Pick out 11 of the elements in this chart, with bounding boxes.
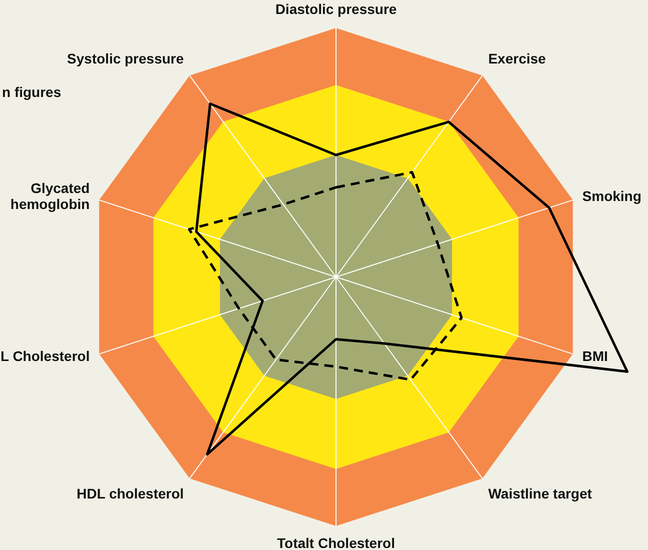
spoke-label: L Cholesterol	[0, 348, 90, 364]
spoke-label: Totalt Cholesterol	[277, 534, 395, 550]
spoke-label: Diastolic pressure	[275, 0, 397, 17]
spoke-label: Glycated hemoglobin	[10, 180, 90, 212]
spoke-label: Smoking	[582, 188, 642, 204]
spoke-label: BMI	[582, 348, 608, 364]
spoke-label: Waistline target	[488, 485, 592, 502]
text: n figures	[2, 84, 62, 100]
spoke-label: HDL cholesterol	[76, 485, 184, 502]
spoke-label: Systolic pressure	[67, 50, 184, 66]
spoke-label: Exercise	[488, 50, 546, 66]
